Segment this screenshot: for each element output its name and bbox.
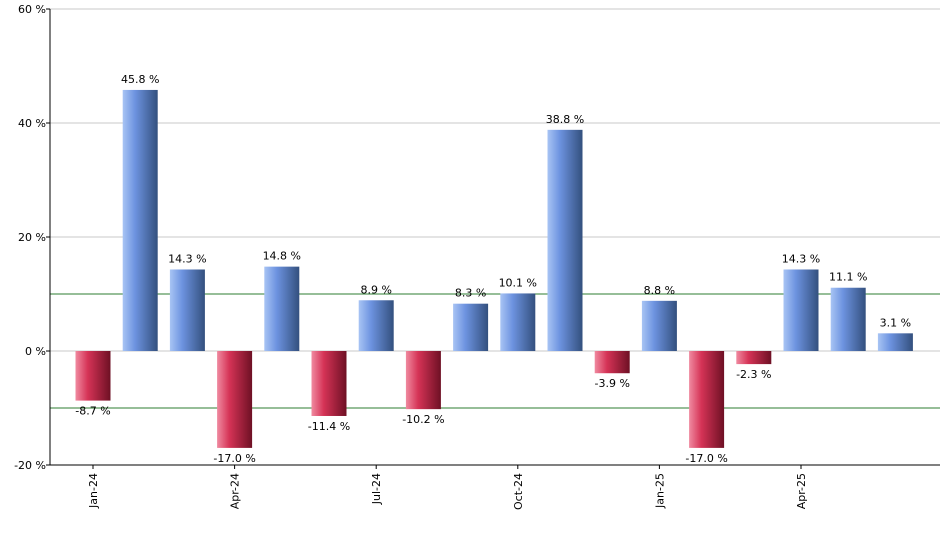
grid-lines [50,8,940,466]
x-tick-label: Jan-24 [87,473,100,509]
value-label: 11.1 % [829,271,867,284]
x-tick-label: Oct-24 [512,473,525,510]
value-label: -8.7 % [75,405,110,418]
value-label: -3.9 % [594,377,629,390]
value-label: -17.0 % [213,452,255,465]
bar-Apr-25 [783,269,819,351]
value-label: 38.8 % [546,113,584,126]
y-tick-label: 40 % [18,117,46,130]
x-tick-label: Jul-24 [370,473,383,505]
value-label: 45.8 % [121,73,159,86]
value-label: 8.9 % [360,283,391,296]
y-tick-label: 20 % [18,231,46,244]
value-label: 8.3 % [455,287,486,300]
bar-Jun-24 [311,351,347,416]
y-tick-label: 0 % [25,345,46,358]
value-label: 14.3 % [782,252,820,265]
bar-Oct-24 [500,293,536,351]
x-tick-label: Apr-24 [229,473,242,509]
x-tick-label: Jan-25 [653,473,666,509]
bar-Dec-24 [594,351,630,374]
bar-Mar-24 [169,269,205,351]
bar-Feb-24 [122,89,158,351]
bar-Jan-24 [75,351,111,401]
value-label: 10.1 % [499,276,537,289]
value-label: -2.3 % [736,368,771,381]
x-tick-label: Apr-25 [795,473,808,509]
bar-May-24 [264,266,300,351]
bar-Sep-24 [453,303,489,351]
bar-Jul-24 [358,300,394,351]
bar-Jun-25 [877,333,913,351]
value-label: 14.8 % [263,250,301,263]
value-label: -17.0 % [685,452,727,465]
value-label: 8.8 % [644,284,675,297]
y-tick-label: -20 % [14,459,46,472]
value-label: -11.4 % [308,420,350,433]
value-labels: -8.7 % 45.8 % 14.3 % -17.0 % 14.8 % -11.4 % 8.… [75,73,911,465]
value-label: 3.1 % [880,316,911,329]
bar-Mar-25 [736,351,772,365]
y-tick-label: 60 % [18,3,46,16]
bar-Jan-25 [641,300,677,351]
bar-Apr-24 [217,351,253,448]
axes: 60 % 40 % 20 % 0 % -20 % Jan-24 Apr-24 Jul-24 Oc… [14,3,940,510]
bar-May-25 [830,287,866,351]
value-label: -10.2 % [402,413,444,426]
bars [75,89,913,448]
bar-Feb-25 [689,351,725,448]
value-label: 14.3 % [168,252,206,265]
bar-Nov-24 [547,129,583,351]
bar-Aug-24 [405,351,441,410]
